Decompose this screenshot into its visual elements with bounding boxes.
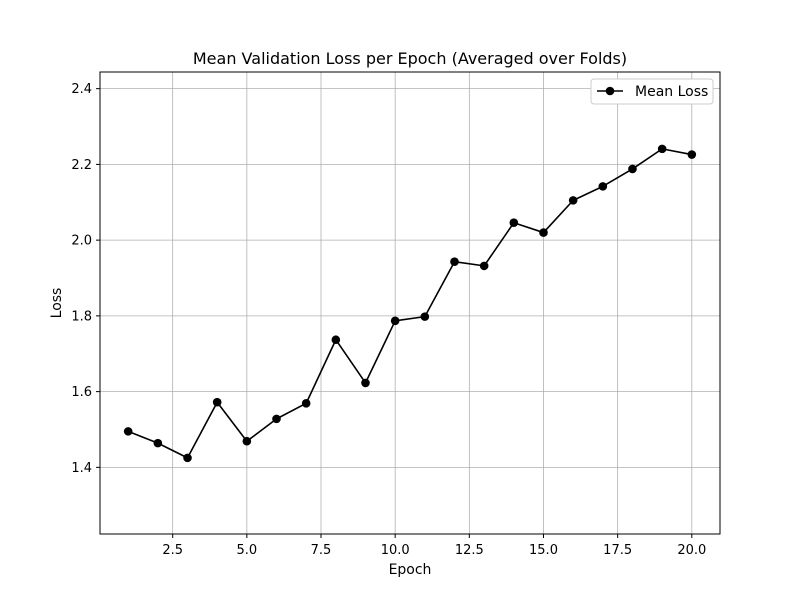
- x-axis-ticks: 2.5 5.0 7.5 10.0 12.5 15.0 17.5 20.0: [162, 534, 706, 558]
- grid: [100, 72, 720, 534]
- legend-box: [590, 78, 714, 105]
- x-tick-label: 17.5: [603, 543, 632, 558]
- data-point: [479, 261, 489, 271]
- data-point: [628, 164, 637, 174]
- legend-entry-mean-loss: Mean Loss: [635, 84, 708, 100]
- data-point: [123, 427, 133, 436]
- data-point: [301, 399, 311, 408]
- y-tick-label: 1.8: [71, 309, 92, 324]
- y-axis-label: Loss: [49, 288, 65, 319]
- y-axis-ticks: 1.4 1.6 1.8 2.0 2.2 2.4: [71, 82, 100, 476]
- y-tick-label: 1.6: [71, 385, 92, 400]
- x-tick-label: 20.0: [677, 543, 706, 558]
- data-point: [509, 218, 519, 228]
- x-tick-label: 12.5: [455, 543, 484, 558]
- data-point: [183, 453, 192, 463]
- series-layer: [123, 144, 697, 463]
- data-point: [331, 335, 341, 345]
- chart-title: Mean Validation Loss per Epoch (Averaged…: [193, 49, 627, 68]
- data-point: [420, 312, 430, 321]
- data-point: [539, 228, 548, 237]
- data-point: [212, 397, 222, 407]
- y-tick-label: 1.4: [71, 461, 92, 476]
- x-tick-label: 10.0: [381, 543, 410, 558]
- plot-frame: [99, 71, 721, 535]
- x-tick-label: 15.0: [529, 543, 558, 558]
- data-point: [361, 378, 370, 388]
- data-point: [390, 316, 400, 326]
- plot-area: [100, 72, 720, 534]
- x-tick-label: 5.0: [236, 543, 257, 558]
- y-tick-label: 2.2: [71, 158, 92, 173]
- x-tick-label: 2.5: [162, 543, 183, 558]
- legend-marker-icon: [605, 86, 615, 96]
- series-line-mean-loss: [127, 148, 692, 459]
- data-point: [598, 182, 608, 191]
- data-point: [272, 414, 281, 424]
- x-axis-label: Epoch: [389, 562, 432, 578]
- data-point: [657, 144, 667, 154]
- x-tick-label: 7.5: [311, 543, 332, 558]
- data-point: [153, 438, 163, 448]
- legend: Mean Loss: [590, 78, 714, 105]
- data-point: [568, 196, 578, 205]
- data-point: [687, 150, 697, 159]
- data-point: [450, 257, 459, 267]
- data-point: [242, 436, 252, 446]
- y-tick-label: 2.4: [71, 82, 92, 97]
- y-tick-label: 2.0: [71, 234, 92, 249]
